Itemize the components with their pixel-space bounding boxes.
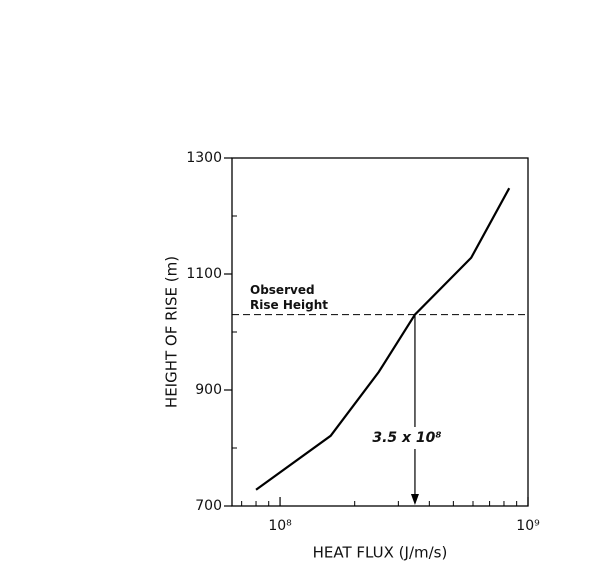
y-tick-label: 1300 [186, 150, 222, 166]
y-tick-label: 700 [195, 498, 222, 514]
marker-label: 3.5 x 10⁸ [372, 430, 441, 446]
line [255, 187, 511, 491]
arrow-head [410, 494, 419, 505]
y-tick-label: 1100 [186, 266, 222, 282]
observed-label: Observed [250, 283, 315, 297]
x-tick-label: 10⁸ [268, 518, 292, 534]
y-tick-label: 900 [195, 382, 222, 398]
y-axis-label: HEIGHT OF RISE (m) [163, 256, 181, 408]
plot-frame [231, 157, 529, 507]
x-tick-label: 10⁹ [516, 518, 540, 534]
label-bg [378, 427, 451, 449]
observed-label: Rise Height [250, 298, 328, 312]
x-axis-label: HEAT FLUX (J/m/s) [313, 544, 448, 562]
